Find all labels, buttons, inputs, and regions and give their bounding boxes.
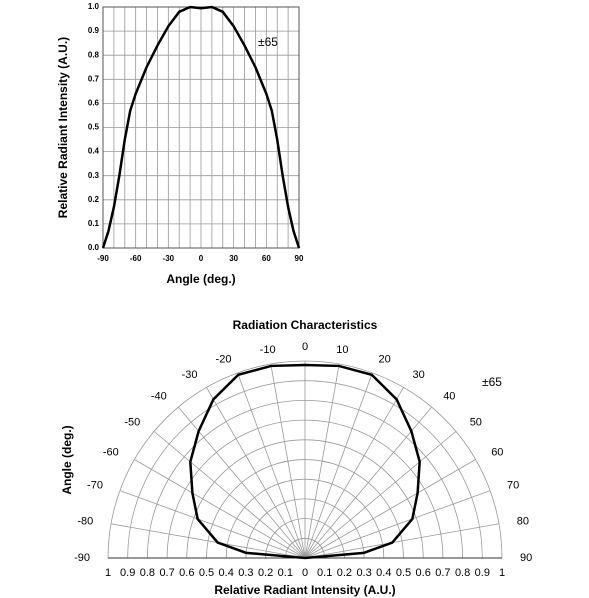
curve bbox=[189, 363, 421, 560]
x-tick-label: 30 bbox=[229, 254, 238, 263]
r-tick-label: 1 bbox=[499, 567, 505, 579]
grid-spoke bbox=[304, 490, 491, 559]
r-tick-label: 0.1 bbox=[317, 567, 332, 579]
r-axis-title: Relative Radiant Intensity (A.U.) bbox=[214, 583, 395, 597]
theta-tick-label: 40 bbox=[443, 390, 455, 402]
grid-spoke bbox=[304, 459, 476, 559]
y-tick-label: 0.7 bbox=[88, 74, 100, 83]
r-tick-label: 0.6 bbox=[179, 567, 194, 579]
theta-tick-label: -70 bbox=[87, 480, 103, 492]
x-tick-label: 0 bbox=[199, 254, 204, 263]
y-tick-label: 0.3 bbox=[88, 171, 100, 180]
theta-tick-label: 50 bbox=[470, 416, 482, 428]
y-tick-label: 0.9 bbox=[88, 26, 100, 35]
y-tick-label: 0.5 bbox=[88, 123, 100, 132]
x-axis-title: Angle (deg.) bbox=[166, 272, 235, 286]
theta-tick-label: -60 bbox=[103, 446, 119, 458]
r-tick-label: 0.7 bbox=[435, 567, 450, 579]
grid-spoke bbox=[153, 431, 306, 559]
annotation: ±65 bbox=[258, 35, 278, 49]
theta-tick-label: 80 bbox=[517, 515, 529, 527]
r-tick-label: 0.3 bbox=[238, 567, 253, 579]
y-tick-label: 0.6 bbox=[88, 99, 100, 108]
r-tick-label: 0.1 bbox=[278, 567, 293, 579]
y-tick-label: 0.1 bbox=[88, 219, 100, 228]
grid-spoke bbox=[134, 459, 306, 559]
grid-spoke bbox=[304, 363, 340, 559]
r-tick-label: 0.4 bbox=[219, 567, 234, 579]
r-tick-label: 0.8 bbox=[140, 567, 155, 579]
r-tick-label: 0 bbox=[302, 567, 308, 579]
r-tick-label: 1 bbox=[105, 567, 111, 579]
grid-spoke bbox=[304, 372, 373, 559]
theta-tick-label: 90 bbox=[520, 552, 532, 564]
grid-spoke bbox=[304, 523, 500, 559]
theta-tick-label: -10 bbox=[260, 344, 276, 356]
theta-tick-label: 70 bbox=[507, 480, 519, 492]
theta-axis-title: Angle (deg.) bbox=[60, 425, 74, 494]
x-tick-label: -90 bbox=[97, 254, 109, 263]
theta-tick-label: 20 bbox=[379, 354, 391, 366]
y-axis-title: Relative Radiant Intensity (A.U.) bbox=[56, 37, 70, 218]
theta-tick-label: 10 bbox=[336, 344, 348, 356]
theta-tick-label: -20 bbox=[216, 354, 232, 366]
y-tick-label: 0.8 bbox=[88, 50, 100, 59]
x-tick-label: -30 bbox=[163, 254, 175, 263]
chart-title: Radiation Characteristics bbox=[233, 318, 378, 332]
y-tick-label: 1.0 bbox=[88, 2, 100, 11]
y-tick-label: 0.2 bbox=[88, 195, 100, 204]
grid-spoke bbox=[110, 523, 306, 559]
grid-spoke bbox=[237, 372, 306, 559]
theta-tick-label: 30 bbox=[413, 369, 425, 381]
theta-tick-label: -30 bbox=[182, 369, 198, 381]
r-tick-label: 0.5 bbox=[199, 567, 214, 579]
r-tick-label: 0.2 bbox=[337, 567, 352, 579]
theta-tick-label: -90 bbox=[74, 552, 90, 564]
r-tick-label: 0.8 bbox=[455, 567, 470, 579]
theta-tick-label: 0 bbox=[302, 341, 308, 353]
grid-spoke bbox=[270, 363, 306, 559]
curve bbox=[101, 5, 301, 249]
grid-spoke bbox=[304, 387, 404, 559]
r-tick-label: 0.3 bbox=[356, 567, 371, 579]
r-tick-label: 0.6 bbox=[416, 567, 431, 579]
annotation: ±65 bbox=[482, 375, 502, 389]
grid-spoke bbox=[206, 387, 306, 559]
theta-tick-label: -50 bbox=[124, 416, 140, 428]
r-tick-label: 0.4 bbox=[376, 567, 391, 579]
r-tick-label: 0.5 bbox=[396, 567, 411, 579]
y-tick-label: 0.0 bbox=[88, 243, 100, 252]
theta-tick-label: 60 bbox=[491, 446, 503, 458]
r-tick-label: 0.7 bbox=[159, 567, 174, 579]
x-tick-label: 60 bbox=[262, 254, 271, 263]
r-tick-label: 0.9 bbox=[120, 567, 135, 579]
r-tick-label: 0.9 bbox=[475, 567, 490, 579]
x-tick-label: -60 bbox=[130, 254, 142, 263]
y-tick-label: 0.4 bbox=[88, 147, 100, 156]
grid-spoke bbox=[119, 490, 306, 559]
x-tick-label: 90 bbox=[295, 254, 304, 263]
theta-tick-label: -80 bbox=[77, 515, 93, 527]
r-tick-label: 0.2 bbox=[258, 567, 273, 579]
grid-spoke bbox=[304, 431, 457, 559]
theta-tick-label: -40 bbox=[151, 390, 167, 402]
